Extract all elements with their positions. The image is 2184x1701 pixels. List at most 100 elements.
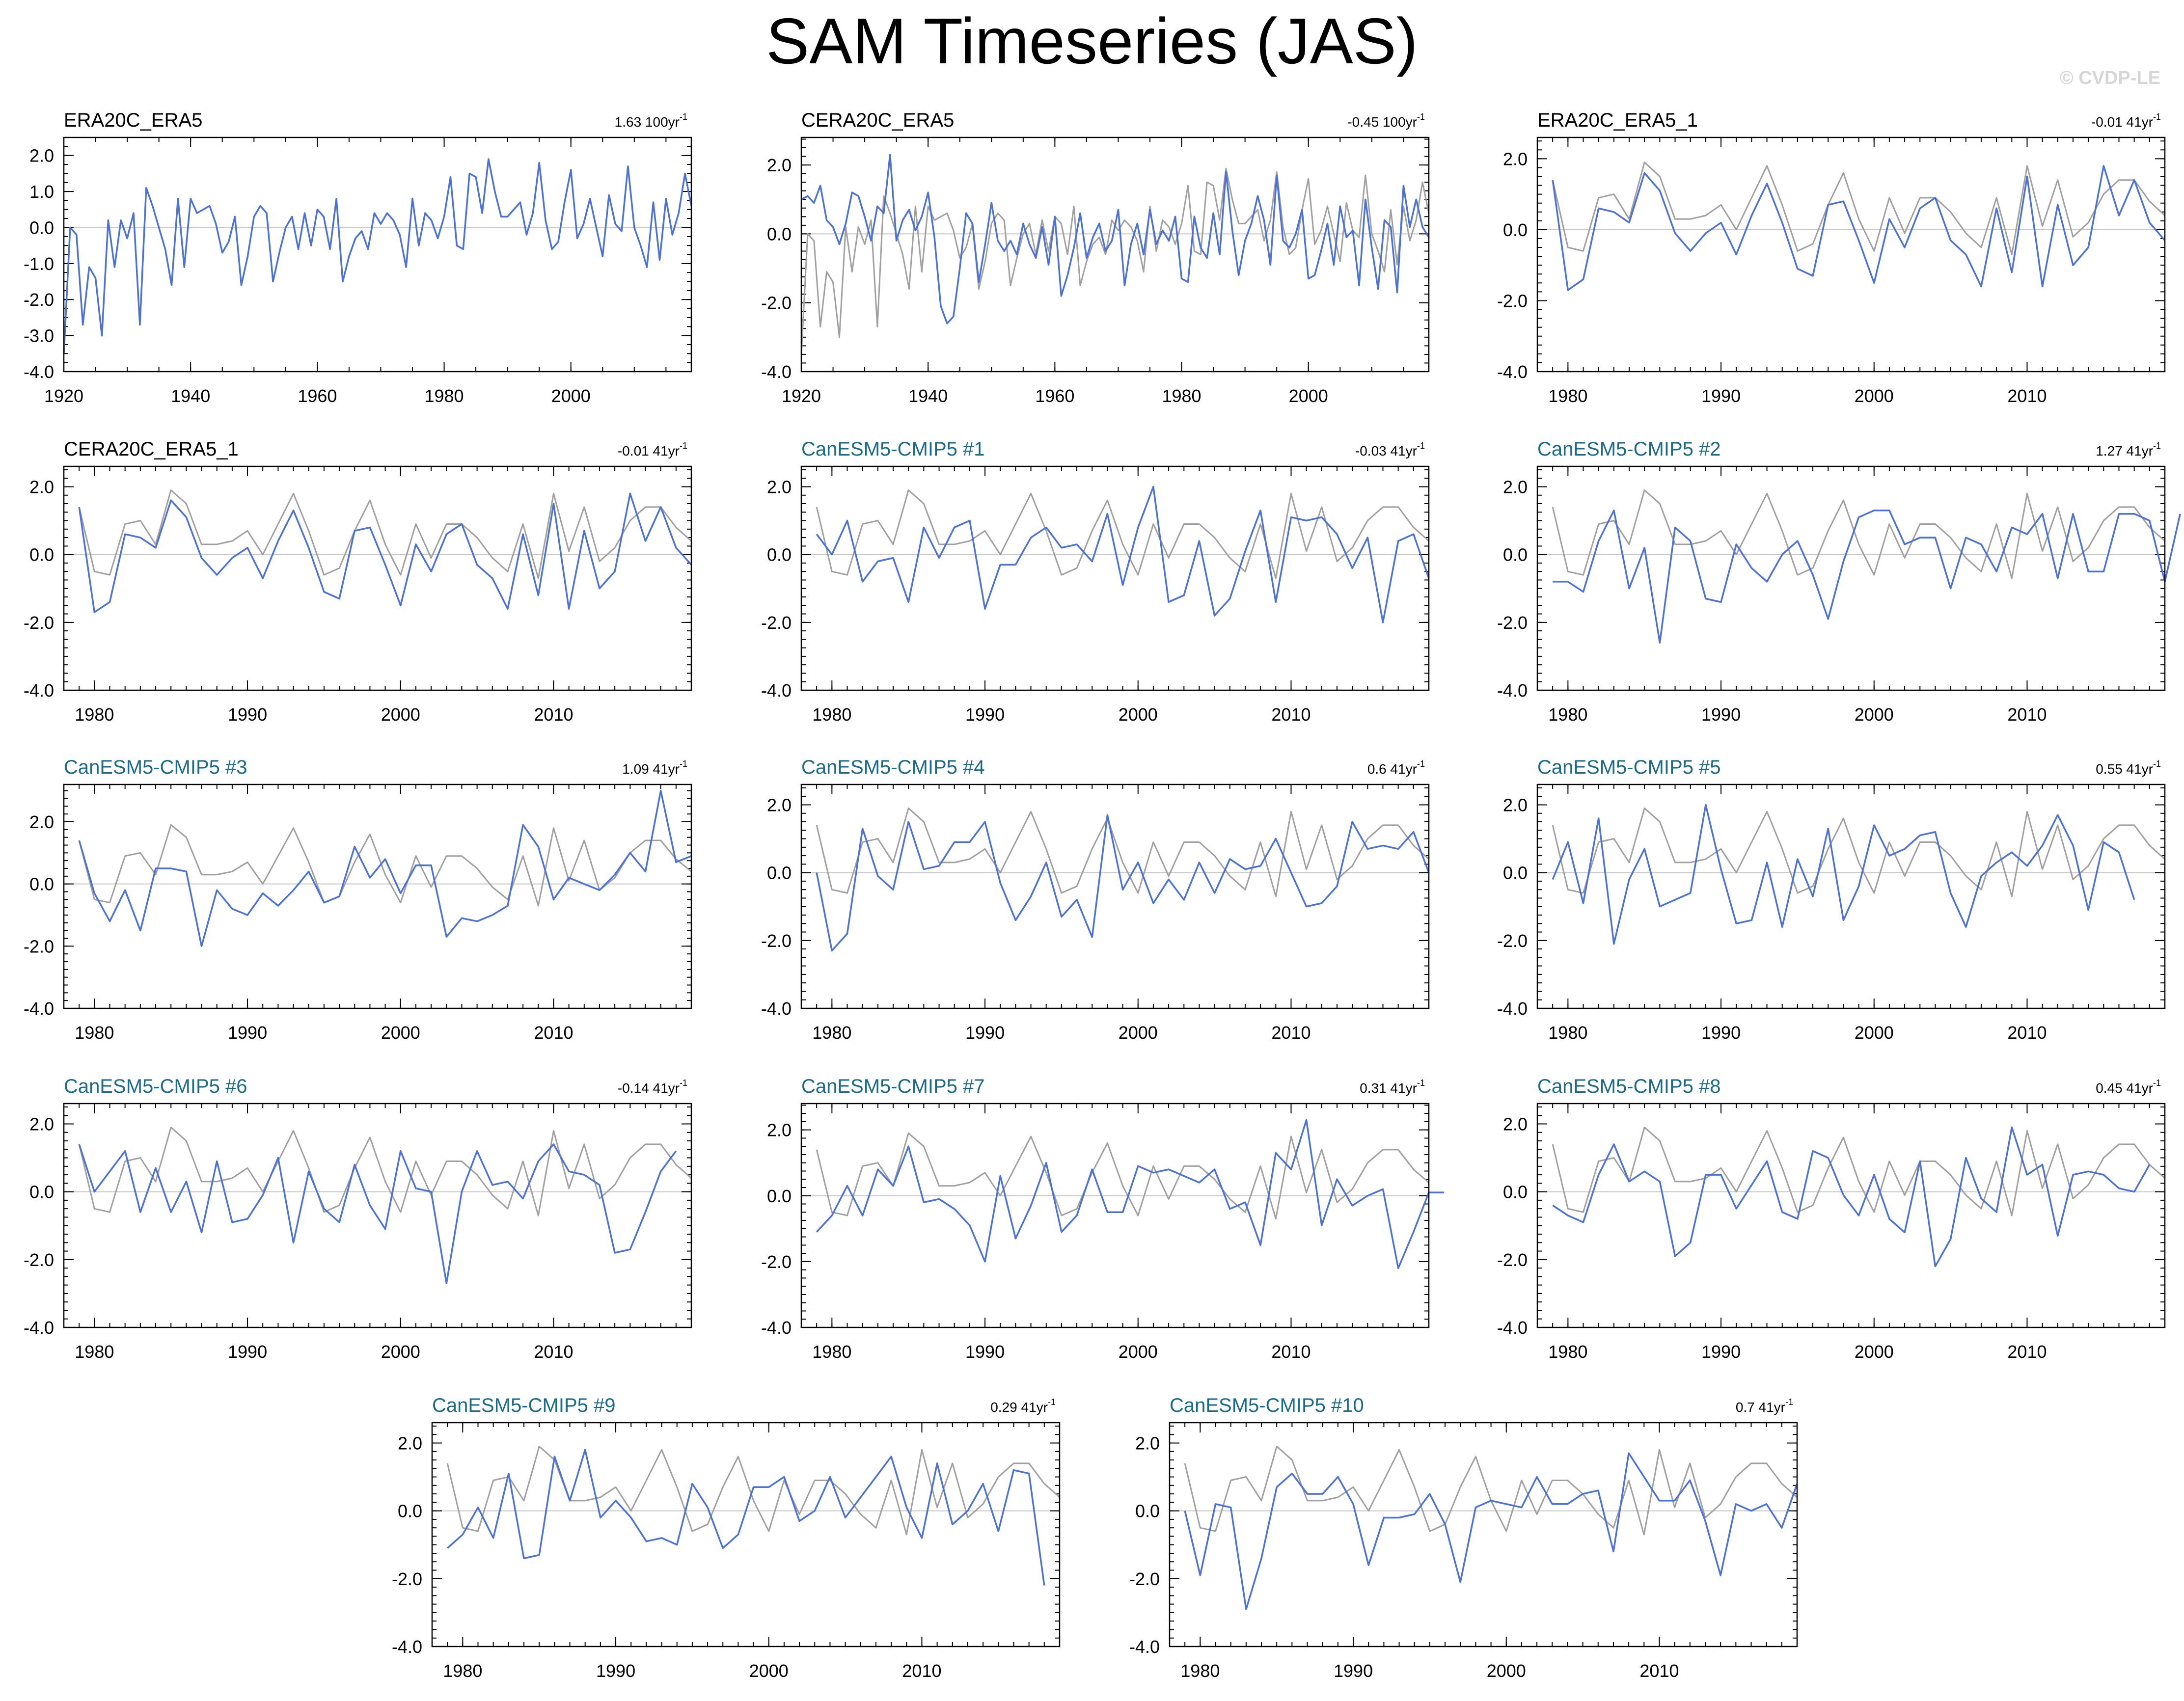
trend-value: 1.63 100yr xyxy=(615,114,680,130)
chart-panel: CanESM5-CMIP5 #8 0.45 41yr-1 2.0 0.0 -2.0 -4.… xyxy=(1497,1076,2166,1362)
trend-value: -0.03 41yr xyxy=(1355,443,1417,459)
x-tick-label: 2000 xyxy=(749,1661,789,1681)
plot-frame xyxy=(1536,136,2166,373)
main-series-line xyxy=(816,486,1430,623)
y-tick-label: -4.0 xyxy=(1497,1318,1528,1338)
panel-title: CanESM5-CMIP5 #2 xyxy=(1537,438,1720,460)
x-tick-label: 1990 xyxy=(228,1342,267,1362)
plot-frame xyxy=(1536,465,2166,691)
reference-series-line xyxy=(78,489,692,579)
y-tick-label: 2.0 xyxy=(767,477,792,497)
chart-panel: CanESM5-CMIP5 #5 0.55 41yr-1 2.0 0.0 -2.0 -4.… xyxy=(1497,756,2166,1043)
main-series-line xyxy=(1552,1126,2151,1268)
trend-value: 0.55 41yr xyxy=(2096,761,2153,777)
y-tick-label: -2.0 xyxy=(392,1569,422,1589)
x-tick-label: 1990 xyxy=(965,1023,1005,1043)
main-series-line xyxy=(78,1143,677,1284)
trend-label: 1.27 41yr-1 xyxy=(2096,441,2161,459)
x-tick-label: 1980 xyxy=(1162,386,1201,406)
y-tick-label: -4.0 xyxy=(392,1637,422,1657)
trend-exponent: -1 xyxy=(680,759,687,769)
x-tick-label: 2000 xyxy=(381,704,420,725)
x-tick-label: 2000 xyxy=(551,386,591,406)
y-tick-label: 2.0 xyxy=(1503,1114,1528,1134)
y-tick-label: -4.0 xyxy=(24,362,54,382)
y-tick-label: 0.0 xyxy=(29,1182,54,1202)
panel-title: CanESM5-CMIP5 #5 xyxy=(1537,756,1720,778)
x-tick-label: 2010 xyxy=(534,1023,573,1043)
x-tick-label: 1980 xyxy=(812,1342,851,1362)
y-tick-label: 2.0 xyxy=(398,1433,422,1453)
reference-series-line xyxy=(1552,489,2165,579)
x-tick-label: 2000 xyxy=(381,1023,420,1043)
y-tick-label: -4.0 xyxy=(24,1318,54,1338)
plot-frame xyxy=(63,783,692,1009)
y-tick-label: 0.0 xyxy=(398,1501,422,1521)
y-tick-label: 2.0 xyxy=(767,795,792,815)
trend-label: 0.7 41yr-1 xyxy=(1736,1397,1793,1415)
credit-label: © CVDP-LE xyxy=(2059,68,2160,88)
chart-panel: CanESM5-CMIP5 #9 0.29 41yr-1 2.0 0.0 -2.0 -4.… xyxy=(392,1395,1061,1681)
y-tick-label: 2.0 xyxy=(29,812,54,832)
chart-panel: CanESM5-CMIP5 #1 -0.03 41yr-1 2.0 0.0 -2.0 -4… xyxy=(761,438,1430,725)
y-tick-label: -2.0 xyxy=(761,613,792,633)
y-tick-label: -2.0 xyxy=(761,1252,792,1272)
y-tick-label: -3.0 xyxy=(24,326,54,346)
main-series-line xyxy=(63,158,692,354)
trend-exponent: -1 xyxy=(1417,1078,1425,1088)
trend-exponent: -1 xyxy=(1785,1397,1793,1407)
main-series-line xyxy=(1552,804,2135,945)
x-tick-label: 2010 xyxy=(1271,704,1310,725)
y-tick-label: 0.0 xyxy=(29,217,54,238)
trend-exponent: -1 xyxy=(1417,759,1425,769)
reference-series-line xyxy=(816,807,1429,897)
main-series-line xyxy=(78,789,692,947)
x-tick-label: 2010 xyxy=(1271,1023,1310,1043)
trend-value: 0.31 41yr xyxy=(1360,1080,1417,1096)
main-series-line xyxy=(1553,510,2181,644)
x-tick-label: 1980 xyxy=(1548,1023,1587,1043)
y-tick-label: -2.0 xyxy=(24,613,54,633)
trend-label: 0.31 41yr-1 xyxy=(1360,1078,1425,1096)
x-tick-label: 2000 xyxy=(381,1342,420,1362)
reference-series-line xyxy=(816,1132,1429,1220)
y-tick-label: 2.0 xyxy=(767,155,792,175)
chart-panel: CanESM5-CMIP5 #7 0.31 41yr-1 2.0 0.0 -2.0 -4.… xyxy=(761,1076,1445,1362)
y-tick-label: 0.0 xyxy=(767,863,792,883)
x-tick-label: 2010 xyxy=(534,704,573,725)
x-tick-label: 1980 xyxy=(1548,704,1587,725)
reference-series-line xyxy=(1552,1126,2165,1216)
plot-frame xyxy=(63,465,692,691)
x-tick-label: 2010 xyxy=(2007,704,2047,725)
y-tick-label: 2.0 xyxy=(1503,149,1528,169)
x-tick-label: 1990 xyxy=(228,1023,267,1043)
plot-frame xyxy=(63,136,692,373)
trend-value: -0.14 41yr xyxy=(618,1080,680,1096)
trend-label: 1.09 41yr-1 xyxy=(622,759,687,777)
y-tick-label: -4.0 xyxy=(761,680,792,701)
trend-label: -0.01 41yr-1 xyxy=(618,441,687,459)
y-tick-label: 0.0 xyxy=(767,545,792,565)
x-tick-label: 1990 xyxy=(596,1661,635,1681)
x-tick-label: 2000 xyxy=(1855,1342,1894,1362)
x-tick-label: 1960 xyxy=(298,386,337,406)
y-tick-label: -4.0 xyxy=(761,999,792,1019)
x-tick-label: 2000 xyxy=(1487,1661,1526,1681)
trend-label: -0.45 100yr-1 xyxy=(1347,112,1425,130)
y-tick-label: -4.0 xyxy=(1497,362,1528,382)
x-tick-label: 2010 xyxy=(2007,386,2047,406)
trend-value: -0.01 41yr xyxy=(618,443,680,459)
y-tick-label: -2.0 xyxy=(1129,1569,1160,1589)
reference-series-line xyxy=(446,1445,1060,1536)
chart-panel: CanESM5-CMIP5 #3 1.09 41yr-1 2.0 0.0 -2.0 -4.… xyxy=(24,756,692,1043)
y-tick-label: -1.0 xyxy=(24,254,54,274)
panel-title: CanESM5-CMIP5 #3 xyxy=(64,756,247,778)
y-tick-label: -2.0 xyxy=(1497,291,1528,311)
x-tick-label: 2000 xyxy=(1855,386,1894,406)
plot-frame xyxy=(431,1422,1061,1647)
plot-frame xyxy=(1536,1103,2166,1328)
trend-value: 1.27 41yr xyxy=(2096,443,2153,459)
chart-panel: CanESM5-CMIP5 #6 -0.14 41yr-1 2.0 0.0 -2.0 -4… xyxy=(24,1076,692,1362)
panel-title: CERA20C_ERA5_1 xyxy=(64,438,239,460)
